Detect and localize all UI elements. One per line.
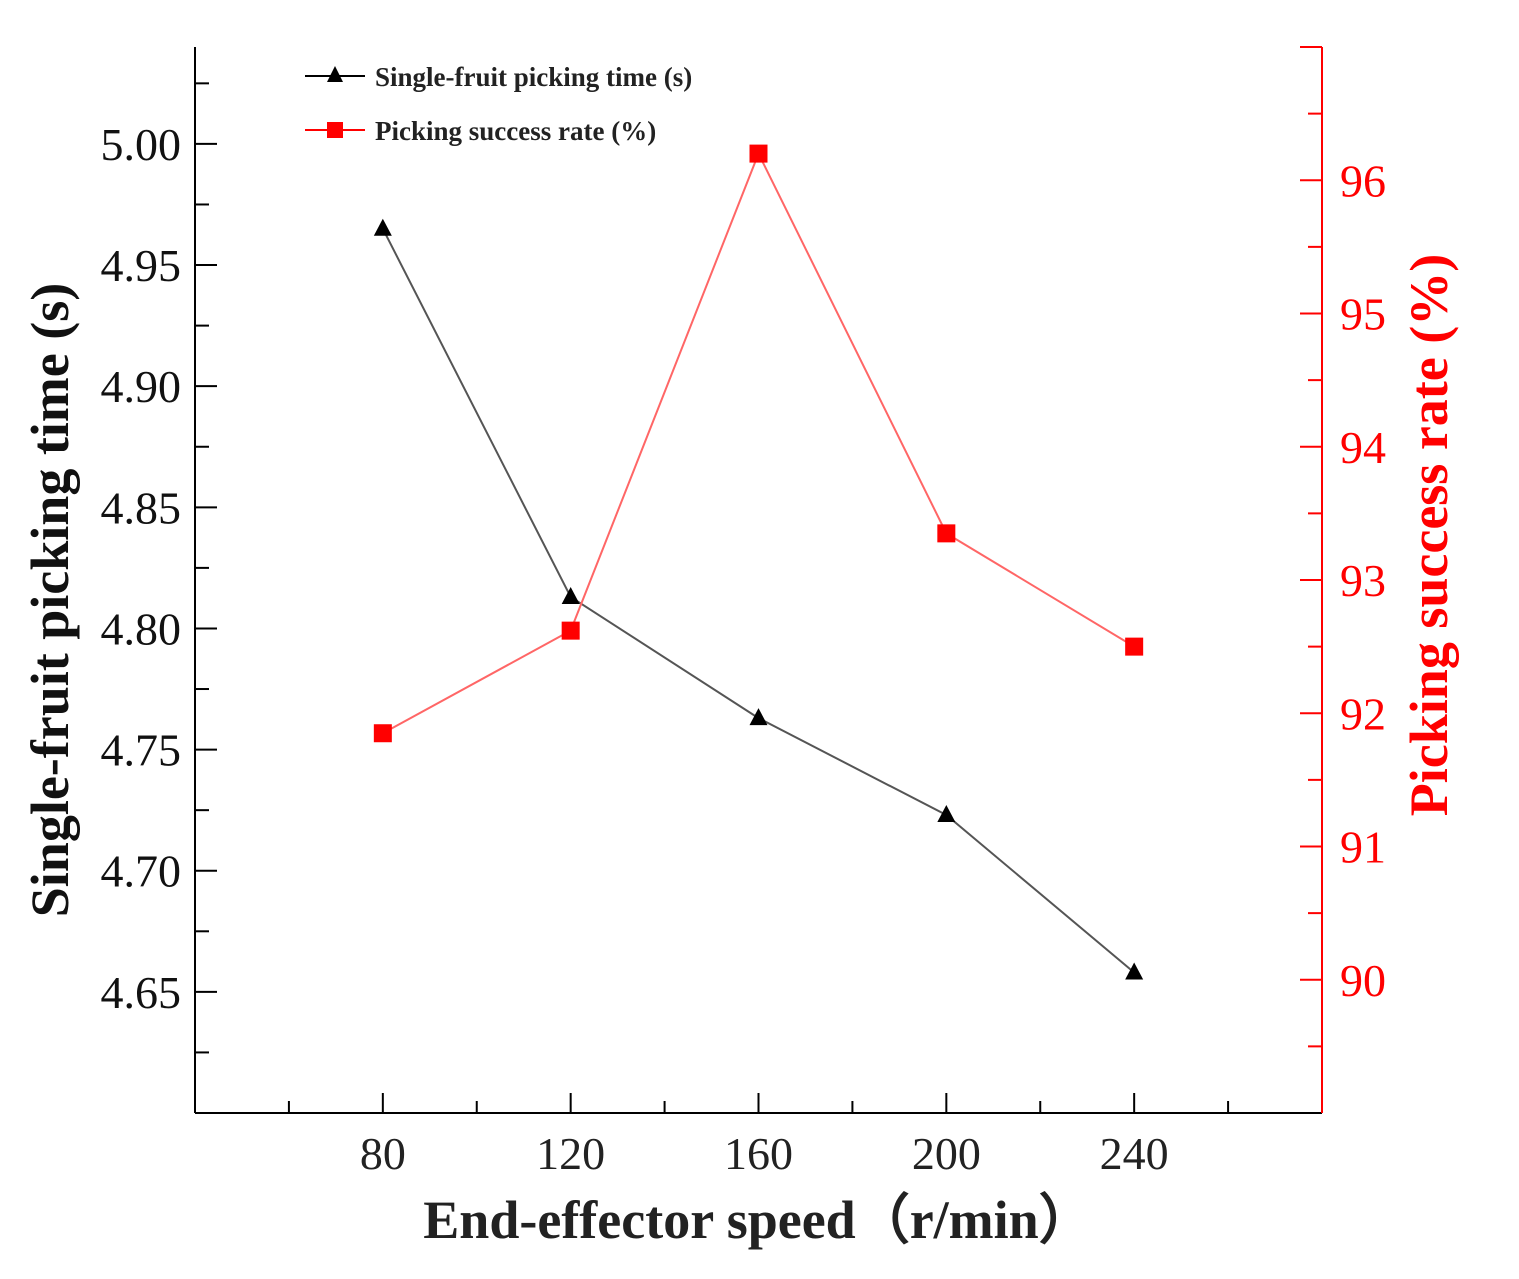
success-rate-point [749,144,768,163]
x-tick-label: 120 [536,1128,605,1179]
legend-square-marker [327,122,343,138]
success-rate-line [382,151,1135,735]
success-rate-point [1125,637,1144,656]
right-tick-label: 92 [1340,688,1386,739]
left-tick-label: 4.95 [101,240,182,291]
legend-triangle-marker [327,66,343,82]
picking-time-point [937,805,956,823]
success-rate-point [561,621,580,640]
picking-time-point [1125,962,1144,980]
left-tick-label: 4.80 [101,603,182,654]
x-axis-title: End-effector speed（r/min） [423,1190,1092,1250]
x-tick-label: 80 [360,1128,406,1179]
x-tick-label: 160 [724,1128,793,1179]
success-rate-point [373,724,392,743]
right-y-axis-title: Picking success rate (%) [1399,254,1459,816]
right-tick-label: 95 [1340,289,1386,340]
left-tick-label: 4.90 [101,361,182,412]
success-rate-point [937,524,956,543]
left-y-axis-title: Single-fruit picking time (s) [20,283,80,917]
left-tick-label: 4.85 [101,482,182,533]
axes [194,47,1323,1114]
axis-ticks: 80 120 160 200 240 5.00 4.95 4.90 4.85 4.80 4.75 4.… [101,46,1386,1179]
right-tick-label: 94 [1340,422,1386,473]
legend-label-picking-time: Single-fruit picking time (s) [375,62,692,92]
left-tick-label: 5.00 [101,119,182,170]
legend-label-success-rate: Picking success rate (%) [375,116,656,146]
picking-time-point [561,586,580,604]
legend: Single-fruit picking time (s) Picking su… [305,62,692,146]
left-tick-label: 4.75 [101,725,182,776]
left-tick-label: 4.70 [101,846,182,897]
right-tick-label: 91 [1340,822,1386,873]
series [373,144,1144,980]
picking-time-line [381,228,1135,974]
x-tick-label: 200 [912,1128,981,1179]
left-tick-label: 4.65 [101,967,182,1018]
x-tick-label: 240 [1100,1128,1169,1179]
picking-time-point [373,218,392,236]
right-tick-label: 93 [1340,555,1386,606]
picking-time-point [749,708,768,726]
right-tick-label: 90 [1340,955,1386,1006]
right-tick-label: 96 [1340,155,1386,206]
